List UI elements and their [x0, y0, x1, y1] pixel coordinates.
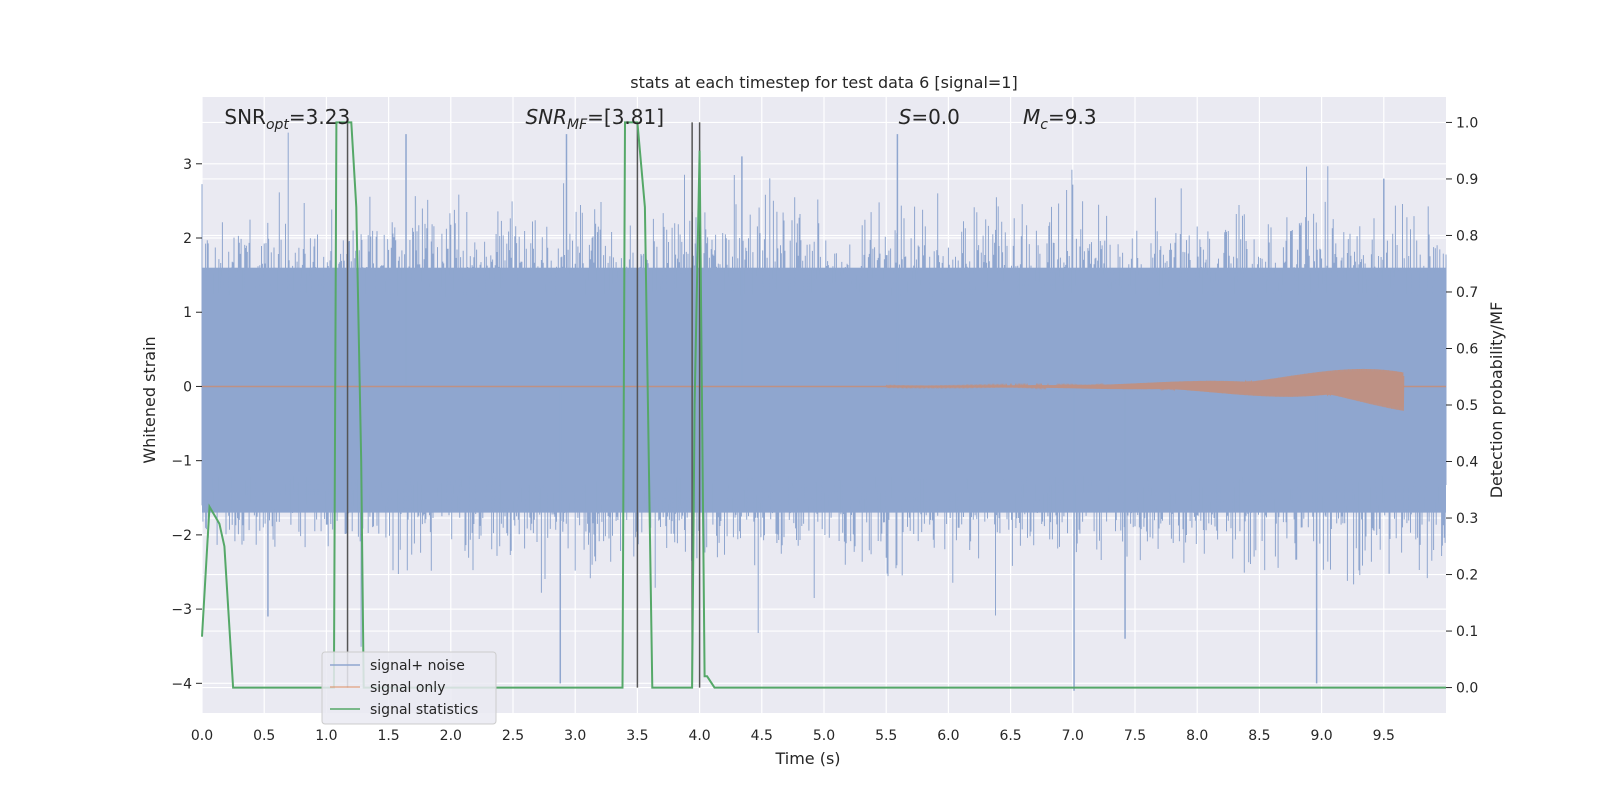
annotation-snr-mf: SNRMF=[3.81]: [525, 105, 664, 133]
x-tick-label: 2.5: [502, 728, 524, 744]
x-tick-label: 3.5: [626, 728, 648, 744]
y2-tick-label: 1.0: [1456, 115, 1478, 131]
x-axis-label: Time (s): [774, 749, 840, 768]
annotation-snr-opt: SNRopt=3.23: [224, 105, 350, 133]
y-tick-label: −3: [171, 602, 192, 618]
x-tick-label: 0.5: [253, 728, 275, 744]
x-tick-label: 4.0: [688, 728, 710, 744]
legend-box: [321, 651, 497, 725]
y2-tick-label: 0.8: [1456, 228, 1478, 244]
y2-tick-label: 0.5: [1456, 398, 1478, 414]
y-tick-label: 3: [183, 157, 192, 173]
x-tick-label: 7.0: [1062, 728, 1084, 744]
series-signal-only: [202, 368, 1446, 411]
legend-label-signal-plus-noise: signal+ noise: [370, 658, 465, 674]
x-tick-label: 9.0: [1310, 728, 1332, 744]
x-tick-label: 4.5: [751, 728, 773, 744]
y2-tick-label: 0.1: [1456, 624, 1478, 640]
signal-chirp: [885, 368, 1405, 411]
x-tick-label: 6.5: [999, 728, 1021, 744]
annotation-mc: Mc=9.3: [1023, 105, 1097, 133]
plot-area: [201, 97, 1447, 713]
y2-tick-label: 0.0: [1456, 681, 1478, 697]
x-tick-label: 1.0: [315, 728, 337, 744]
y2-tick-label: 0.7: [1456, 285, 1478, 301]
legend: signal+ noise signal only signal statist…: [321, 651, 497, 725]
x-tick-label: 8.5: [1248, 728, 1270, 744]
y-tick-label: 1: [183, 305, 192, 321]
legend-label-signal-only: signal only: [370, 680, 445, 696]
annotations: SNRopt=3.23 SNRMF=[3.81] S=0.0 Mc=9.3: [224, 105, 1096, 133]
x-tick-label: 0.0: [191, 728, 213, 744]
x-tick-label: 2.0: [440, 728, 462, 744]
x-tick-label: 8.0: [1186, 728, 1208, 744]
chart-title: stats at each timestep for test data 6 […: [630, 73, 1017, 92]
x-tick-label: 1.5: [377, 728, 399, 744]
y2-tick-label: 0.6: [1456, 341, 1478, 357]
y-tick-label: −4: [171, 676, 192, 692]
y2-tick-label: 0.4: [1456, 455, 1478, 471]
annotation-s-stat: S=0.0: [899, 105, 960, 129]
y2-tick-label: 0.3: [1456, 511, 1478, 527]
y-axis-left-ticks: −4 −3 −2 −1 0 1 2 3: [171, 157, 202, 692]
y-tick-label: 0: [183, 379, 192, 395]
y2-axis-label: Detection probability/MF: [1487, 302, 1506, 499]
y-tick-label: −2: [171, 528, 192, 544]
y-tick-label: 2: [183, 231, 192, 247]
y-axis-label: Whitened strain: [140, 336, 159, 463]
x-tick-label: 5.5: [875, 728, 897, 744]
legend-label-signal-statistics: signal statistics: [370, 702, 478, 718]
x-tick-label: 3.0: [564, 728, 586, 744]
x-tick-label: 6.0: [937, 728, 959, 744]
x-tick-label: 7.5: [1124, 728, 1146, 744]
y-axis-right-ticks: 0.0 0.1 0.2 0.3 0.4 0.5 0.6 0.7 0.8 0.9 1.0: [1446, 115, 1478, 697]
y2-tick-label: 0.2: [1456, 568, 1478, 584]
x-tick-label: 5.0: [813, 728, 835, 744]
x-axis-ticks: 0.0 0.5 1.0 1.5 2.0 2.5 3.0 3.5 4.0 4.5 5.0 5.5 6.0 6…: [191, 728, 1395, 744]
y-tick-label: −1: [171, 454, 192, 470]
y2-tick-label: 0.9: [1456, 172, 1478, 188]
x-tick-label: 9.5: [1373, 728, 1395, 744]
